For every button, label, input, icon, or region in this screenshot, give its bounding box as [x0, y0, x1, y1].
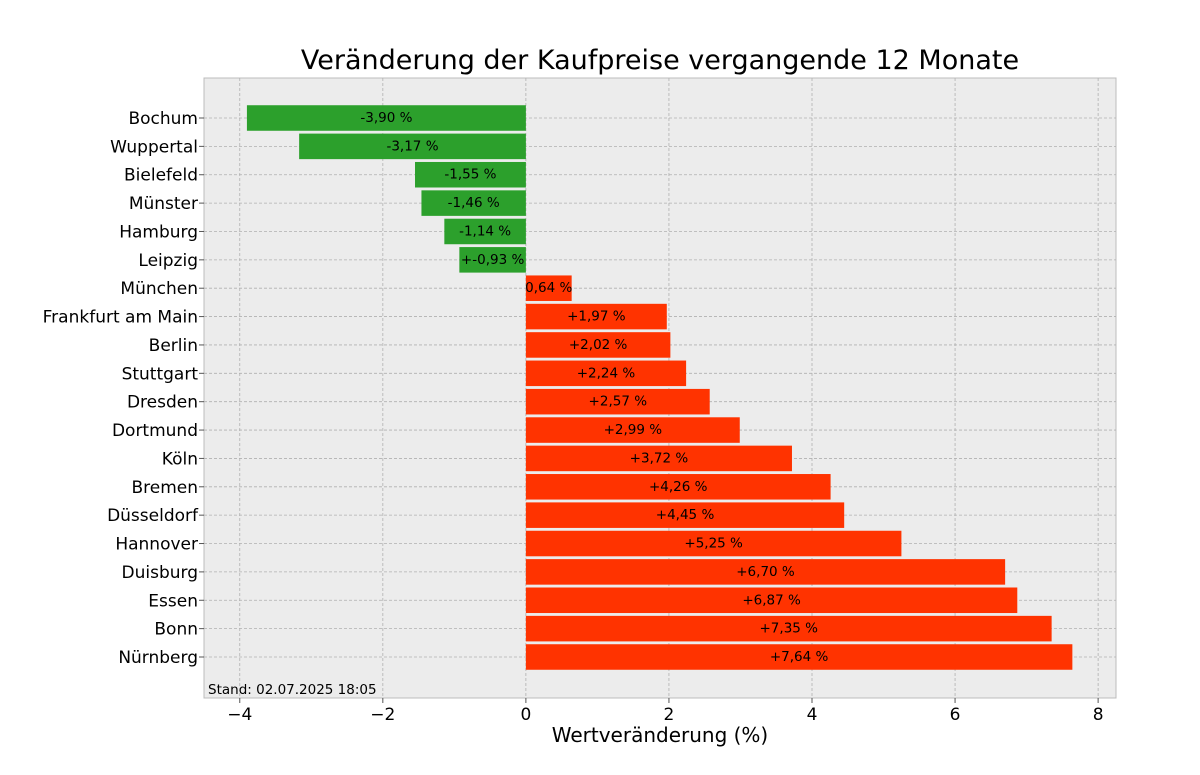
bar	[525, 615, 1052, 642]
bar	[525, 587, 1018, 614]
bar	[421, 190, 526, 216]
bar	[525, 559, 1006, 585]
category-label: Frankfurt am Main	[43, 308, 198, 328]
category-label: Stuttgart	[122, 364, 199, 384]
data-label: 0,64 %	[525, 280, 572, 296]
category-label: Dortmund	[112, 421, 198, 441]
data-label: +2,02 %	[569, 337, 628, 353]
category-label: Dresden	[127, 393, 198, 413]
category-label: Bochum	[128, 109, 198, 129]
data-label: +2,57 %	[589, 394, 648, 410]
x-tick-label: 2	[664, 705, 675, 725]
category-label: Duisburg	[122, 563, 199, 583]
bar	[525, 530, 902, 557]
data-label: +2,24 %	[577, 365, 636, 381]
bar	[246, 105, 526, 131]
bar	[525, 360, 687, 387]
bar	[459, 247, 526, 273]
bar	[525, 388, 710, 415]
data-label: +4,45 %	[656, 507, 715, 523]
x-tick-label: 6	[950, 705, 961, 725]
x-tick-label: 0	[520, 705, 531, 725]
category-label: Münster	[129, 194, 198, 214]
category-label: Hannover	[115, 535, 198, 555]
category-label: Düsseldorf	[107, 506, 199, 526]
data-label: +5,25 %	[684, 536, 743, 552]
category-label: Nürnberg	[118, 648, 198, 668]
x-tick-label: 4	[807, 705, 818, 725]
data-label: +3,72 %	[630, 450, 689, 466]
bar	[525, 417, 740, 443]
category-label: Köln	[162, 449, 198, 469]
category-label: Hamburg	[119, 222, 198, 242]
x-tick-label: −4	[227, 705, 252, 725]
chart-title: Veränderung der Kaufpreise vergangende 1…	[301, 45, 1019, 76]
data-label: -1,46 %	[448, 195, 500, 211]
category-label: Essen	[148, 591, 198, 611]
data-label: -1,55 %	[444, 167, 496, 183]
data-label: +-0,93 %	[461, 252, 525, 268]
timestamp-annotation: Stand: 02.07.2025 18:05	[208, 682, 377, 698]
data-label: +6,70 %	[736, 564, 795, 580]
category-label: Wuppertal	[110, 137, 198, 157]
data-label: +7,64 %	[770, 649, 829, 665]
category-label: Bremen	[131, 478, 198, 498]
bar	[525, 332, 671, 358]
bar	[525, 445, 792, 472]
bar	[525, 502, 845, 528]
category-label: Leipzig	[138, 251, 198, 271]
x-tick-label: −2	[370, 705, 395, 725]
data-label: -3,90 %	[360, 110, 412, 126]
bar	[525, 303, 667, 330]
category-label: Bielefeld	[124, 166, 198, 186]
category-label: Berlin	[149, 336, 198, 356]
category-label: Bonn	[154, 620, 198, 640]
x-tick-label: 8	[1093, 705, 1104, 725]
bar	[525, 644, 1073, 670]
category-label: München	[120, 279, 198, 299]
x-axis-label: Wertveränderung (%)	[552, 723, 769, 747]
data-label: +7,35 %	[760, 621, 819, 637]
data-label: +4,26 %	[649, 479, 708, 495]
bar	[525, 275, 572, 301]
bar	[299, 133, 526, 160]
bar	[525, 474, 831, 500]
data-label: -3,17 %	[386, 138, 438, 154]
data-label: +2,99 %	[604, 422, 663, 438]
data-label: -1,14 %	[459, 223, 511, 239]
bar	[444, 218, 526, 245]
data-label: +6,87 %	[742, 592, 801, 608]
bar	[415, 161, 526, 188]
data-label: +1,97 %	[567, 309, 626, 325]
